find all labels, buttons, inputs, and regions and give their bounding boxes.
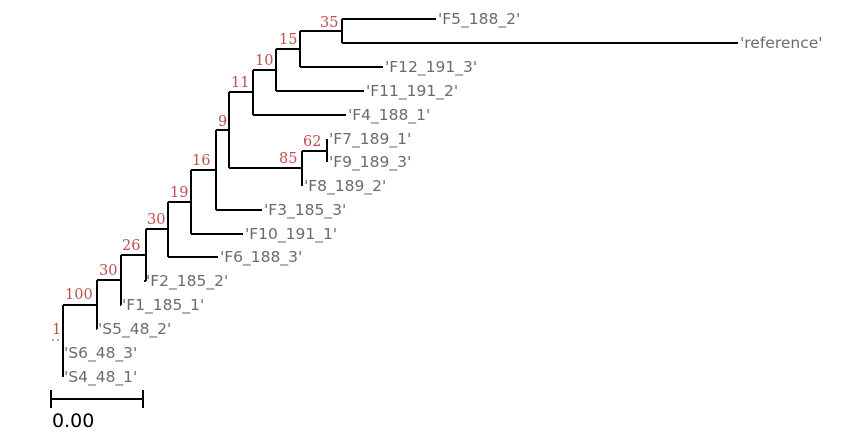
leaf-label: 'S6_48_3' <box>64 344 137 363</box>
leaf-label: 'reference' <box>740 34 823 52</box>
leaf-label: 'F10_191_1' <box>245 225 337 244</box>
support-value: 9 <box>218 114 227 130</box>
leaf-label: 'F1_185_1' <box>122 296 204 315</box>
leaf-label: 'F11_191_2' <box>366 82 458 101</box>
scale-bar: 0.00 <box>50 390 144 432</box>
leaf-label: 'F5_188_2' <box>438 10 520 29</box>
support-value: 15 <box>279 32 297 48</box>
leaf-label: 'S5_48_2' <box>98 320 171 339</box>
tree-labels: 'F5_188_2' 'reference' 'F12_191_3' 'F11_191… <box>52 10 823 387</box>
support-value: 16 <box>192 153 210 169</box>
scale-bar-label: 0.00 <box>52 410 94 432</box>
support-value: 19 <box>170 185 188 201</box>
tree-branches <box>52 18 738 377</box>
leaf-label: 'F2_185_2' <box>146 272 228 291</box>
leaf-label: 'F8_189_2' <box>304 177 386 196</box>
support-value: 100 <box>65 287 93 303</box>
support-value: 30 <box>147 212 165 228</box>
leaf-label: 'S4_48_1' <box>64 368 137 387</box>
leaf-label: 'F12_191_3' <box>385 58 477 77</box>
support-value: 11 <box>231 75 249 91</box>
support-value: 62 <box>303 134 321 150</box>
support-value: 30 <box>99 263 117 279</box>
leaf-label: 'F6_188_3' <box>220 248 302 267</box>
leaf-label: 'F9_189_3' <box>329 153 411 172</box>
support-value: 26 <box>122 238 140 254</box>
leaf-label: 'F3_185_3' <box>264 201 346 220</box>
support-value: 85 <box>279 151 297 167</box>
leaf-label: 'F4_188_1' <box>348 106 430 125</box>
support-value: 1 <box>52 322 61 338</box>
support-value: 35 <box>320 15 338 31</box>
support-value: 10 <box>255 53 273 69</box>
leaf-label: 'F7_189_1' <box>329 130 411 149</box>
